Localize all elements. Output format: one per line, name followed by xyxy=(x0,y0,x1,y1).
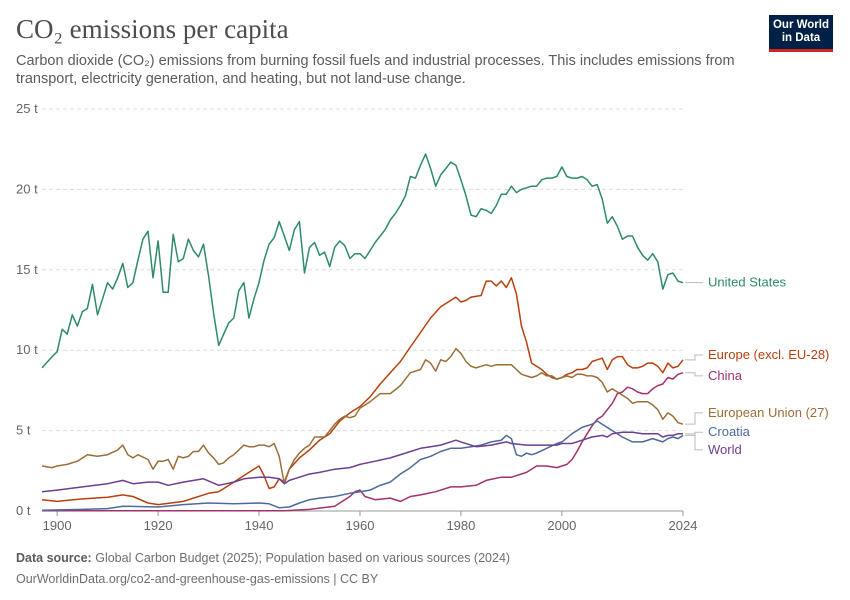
data-source-text: Global Carbon Budget (2025); Population … xyxy=(95,551,511,565)
series-labels: United States Europe (excl. EU-28) China Eu… xyxy=(685,275,829,457)
series-label-european-union-27: European Union (27) xyxy=(708,405,829,420)
series-label-europe-excl-eu-28: Europe (excl. EU-28) xyxy=(708,347,829,362)
x-tick-label: 1980 xyxy=(446,518,475,533)
series-line-united-states xyxy=(41,153,684,369)
chart-subtitle: Carbon dioxide (CO₂) emissions from burn… xyxy=(16,53,735,87)
series-line-europe-excl-eu-28 xyxy=(41,277,684,506)
x-tick-label: 1940 xyxy=(245,518,274,533)
x-tick-label: 2000 xyxy=(547,518,576,533)
series-line-croatia xyxy=(41,420,684,511)
x-tick-label: 1960 xyxy=(346,518,375,533)
gridlines xyxy=(42,108,683,432)
label-connector xyxy=(685,433,703,451)
data-source-label: Data source: xyxy=(16,551,92,565)
x-tick-label: 2024 xyxy=(669,518,698,533)
series-label-china: China xyxy=(708,368,743,383)
y-tick-label: 20 t xyxy=(16,181,38,196)
x-tick-label: 1900 xyxy=(43,518,72,533)
owid-logo[interactable]: Our World in Data xyxy=(769,15,833,52)
logo-line-1: Our World xyxy=(772,19,829,31)
series-line-china xyxy=(42,371,684,512)
x-axis: 1900 1920 1940 1960 1980 2000 2024 xyxy=(42,510,698,533)
source-url[interactable]: OurWorldinData.org/co2-and-greenhouse-ga… xyxy=(16,572,379,586)
chart-title: CO₂ emissions per capita xyxy=(16,14,289,44)
series-line-european-union-27 xyxy=(41,347,684,485)
series-lines xyxy=(41,153,684,512)
label-connector xyxy=(685,372,703,377)
series-line-world xyxy=(41,431,683,493)
label-connector xyxy=(685,354,703,361)
line-chart: 0 t5 t10 t15 t20 t25 t 1900 1920 1940 1960 1… xyxy=(16,101,829,533)
y-tick-label: 5 t xyxy=(16,423,31,438)
y-tick-label: 15 t xyxy=(16,262,38,277)
y-tick-label: 10 t xyxy=(16,342,38,357)
series-label-united-states: United States xyxy=(708,275,787,290)
data-source: Data source: Global Carbon Budget (2025)… xyxy=(16,551,510,565)
logo-line-2: in Data xyxy=(781,32,821,44)
label-connector xyxy=(685,412,703,425)
x-tick-label: 1920 xyxy=(144,518,173,533)
series-label-croatia: Croatia xyxy=(708,424,751,439)
y-tick-label: 0 t xyxy=(16,503,31,518)
y-axis-ticks: 0 t 5 t 10 t 15 t 20 t 25 t xyxy=(16,101,38,518)
y-tick-label: 25 t xyxy=(16,101,38,116)
series-label-world: World xyxy=(708,442,742,457)
